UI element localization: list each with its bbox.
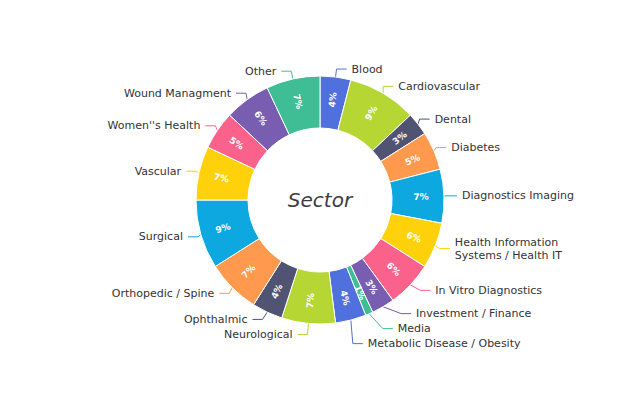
svg-text:In Vitro Diagnostics: In Vitro Diagnostics	[435, 284, 542, 297]
svg-text:Wound Managment: Wound Managment	[124, 87, 232, 100]
svg-text:Blood: Blood	[352, 63, 383, 76]
svg-text:5%: 5%	[227, 135, 245, 152]
svg-text:5%: 5%	[404, 152, 422, 167]
svg-text:Other: Other	[245, 65, 277, 78]
svg-text:Metabolic Disease / Obesity: Metabolic Disease / Obesity	[368, 337, 521, 350]
svg-text:Health Information: Health Information	[455, 236, 558, 249]
svg-text:7%: 7%	[240, 262, 258, 280]
svg-text:4%: 4%	[269, 282, 285, 300]
svg-text:Cardiovascular: Cardiovascular	[398, 80, 480, 93]
svg-text:Sector: Sector	[288, 188, 354, 212]
svg-text:Investment / Finance: Investment / Finance	[416, 307, 531, 320]
svg-text:4%: 4%	[338, 289, 351, 306]
svg-text:Media: Media	[398, 322, 431, 335]
svg-text:3%: 3%	[363, 277, 380, 297]
svg-text:Women''s Health: Women''s Health	[108, 119, 201, 132]
svg-text:Dental: Dental	[435, 113, 471, 126]
svg-text:1%: 1%	[352, 284, 367, 302]
svg-text:Diabetes: Diabetes	[451, 141, 500, 154]
svg-text:Diagnostics Imaging: Diagnostics Imaging	[462, 189, 574, 202]
svg-text:7%: 7%	[413, 192, 429, 202]
svg-text:7%: 7%	[213, 171, 230, 184]
svg-text:9%: 9%	[214, 221, 231, 235]
svg-text:4%: 4%	[327, 92, 339, 108]
svg-text:9%: 9%	[363, 104, 379, 122]
svg-text:Surgical: Surgical	[139, 230, 183, 243]
svg-text:Vascular: Vascular	[135, 165, 182, 178]
svg-text:6%: 6%	[252, 109, 269, 127]
svg-text:7%: 7%	[291, 93, 304, 110]
svg-text:6%: 6%	[385, 260, 403, 278]
svg-text:Systems / Health IT: Systems / Health IT	[455, 249, 562, 262]
svg-text:3%: 3%	[391, 129, 409, 146]
svg-text:6%: 6%	[405, 230, 423, 245]
svg-text:Neurological: Neurological	[224, 328, 293, 341]
svg-text:Ophthalmic: Ophthalmic	[184, 313, 248, 326]
svg-text:Orthopedic / Spine: Orthopedic / Spine	[112, 287, 215, 300]
svg-text:7%: 7%	[305, 292, 316, 308]
